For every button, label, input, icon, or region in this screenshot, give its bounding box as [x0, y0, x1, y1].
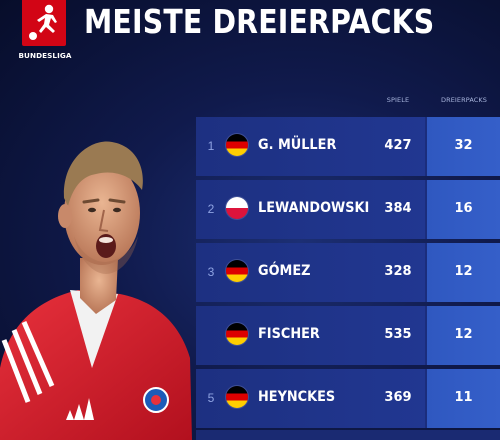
logo-caption: BUNDESLIGA [18, 51, 72, 60]
hattricks-value: 32 [454, 138, 473, 153]
row-highlight-cell [427, 306, 500, 365]
games-value: 535 [384, 327, 412, 342]
player-name: GÓMEZ [258, 263, 311, 279]
hattricks-value: 12 [454, 327, 473, 342]
table-row: FISCHER 535 12 [196, 306, 500, 365]
player-name: HEYNCKES [258, 389, 336, 405]
player-name: LEWANDOWSKI [258, 200, 370, 216]
rank-number: 2 [207, 202, 215, 216]
hattricks-value: 11 [454, 390, 473, 405]
page-title: MEISTE DREIERPACKS [84, 2, 435, 41]
table-row: 2 LEWANDOWSKI 384 16 [196, 180, 500, 239]
player-name: G. MÜLLER [258, 137, 337, 153]
rank-number: 3 [207, 265, 215, 279]
germany-flag-icon [226, 260, 248, 282]
row-highlight-cell [427, 369, 500, 428]
ranking-table: 1 G. MÜLLER 427 32 2 LEWANDOWSKI 384 16 … [196, 117, 500, 432]
bundesliga-logo-icon [29, 4, 57, 40]
games-value: 384 [384, 201, 412, 216]
player-photo [0, 141, 192, 440]
row-highlight-cell [427, 180, 500, 239]
player-name: FISCHER [258, 326, 320, 342]
germany-flag-icon [226, 134, 248, 156]
poland-flag-icon [226, 197, 248, 219]
games-value: 369 [384, 390, 412, 405]
table-row: 3 GÓMEZ 328 12 [196, 243, 500, 302]
rank-number: 5 [207, 391, 215, 405]
bundesliga-logo [22, 0, 66, 46]
germany-flag-icon [226, 323, 248, 345]
table-row: 5 HEYNCKES 369 11 [196, 369, 500, 428]
germany-flag-icon [226, 386, 248, 408]
table-row: 1 G. MÜLLER 427 32 [196, 117, 500, 176]
hattricks-value: 12 [454, 264, 473, 279]
row-highlight-cell [427, 243, 500, 302]
column-header-hattricks: DREIERPACKS [440, 96, 488, 104]
next-row-peek [196, 430, 500, 440]
row-highlight-cell [427, 117, 500, 176]
games-value: 328 [384, 264, 412, 279]
games-value: 427 [384, 138, 412, 153]
column-header-games: SPIELE [386, 96, 410, 104]
rank-number: 1 [207, 139, 215, 153]
hattricks-value: 16 [454, 201, 473, 216]
